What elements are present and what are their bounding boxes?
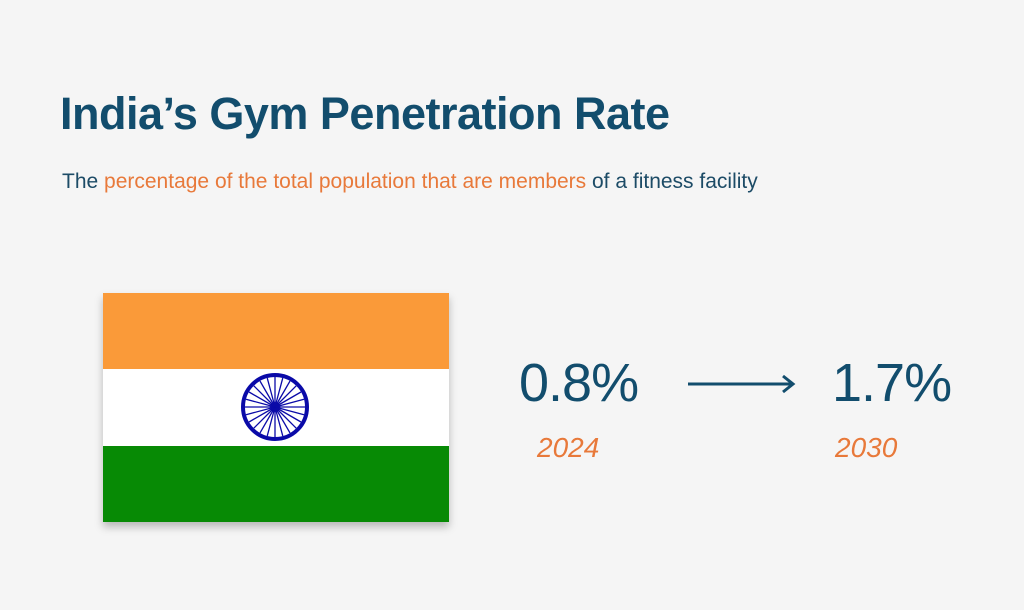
- chakra-spoke: [274, 406, 297, 429]
- subtitle-highlight: percentage of the total population that …: [104, 170, 587, 193]
- chakra-spoke: [248, 391, 276, 408]
- chakra-spoke: [274, 406, 305, 416]
- chakra-spoke: [266, 378, 276, 408]
- chakra-spoke: [274, 385, 297, 408]
- chakra-spoke: [274, 407, 284, 437]
- chakra-spoke: [259, 407, 276, 434]
- chakra-spoke: [259, 381, 276, 408]
- page-title: India’s Gym Penetration Rate: [60, 88, 670, 139]
- chakra-spoke: [266, 407, 276, 437]
- chakra-spoke: [248, 406, 276, 423]
- chakra-spoke: [274, 407, 291, 434]
- chakra-spoke: [274, 398, 305, 408]
- chakra-spoke: [245, 398, 276, 408]
- chakra-spoke: [274, 378, 284, 408]
- chakra-spoke: [274, 406, 302, 423]
- stat-year-2030: 2030: [835, 432, 898, 463]
- chakra-spoke: [274, 391, 302, 408]
- ashoka-chakra-icon: [241, 373, 309, 442]
- flag-green-stripe: [103, 445, 449, 522]
- chakra-spoke: [253, 385, 276, 408]
- subtitle: The percentage of the total population t…: [62, 170, 758, 194]
- stat-value-2024: 0.8%: [519, 353, 639, 413]
- chakra-spoke: [274, 381, 291, 408]
- subtitle-prefix: The: [62, 170, 105, 193]
- subtitle-suffix: of a fitness facility: [586, 170, 758, 193]
- stat-year-2024: 2024: [537, 432, 600, 463]
- chakra-spoke: [253, 406, 276, 429]
- arrow-right-icon: [688, 374, 796, 394]
- india-flag: [103, 293, 449, 522]
- flag-saffron-stripe: [103, 293, 449, 370]
- chakra-spoke: [245, 406, 276, 416]
- flag-white-stripe: [103, 369, 449, 446]
- stat-value-2030: 1.7%: [832, 353, 952, 413]
